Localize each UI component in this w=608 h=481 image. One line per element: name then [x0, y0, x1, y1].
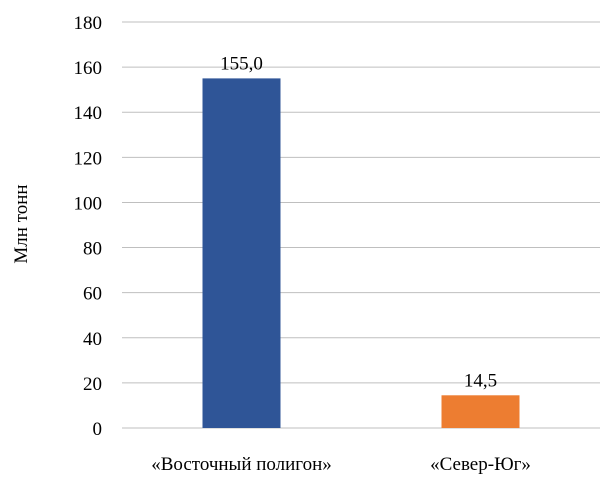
gridlines: [122, 21, 600, 429]
x-axis-categories: «Восточный полигон» «Север-Юг»: [151, 454, 531, 475]
data-label: 155,0: [220, 53, 263, 74]
y-tick-label: 60: [83, 284, 102, 305]
y-tick-label: 80: [83, 239, 102, 260]
y-tick-label: 100: [74, 193, 103, 214]
y-axis-title: Млн тонн: [11, 184, 32, 263]
data-label: 14,5: [464, 370, 497, 391]
y-axis-ticks: 0 20 40 60 80 100 120 140 160 180: [74, 13, 103, 440]
y-tick-label: 180: [74, 13, 103, 34]
x-category-label: «Север-Юг»: [430, 454, 531, 475]
y-tick-label: 20: [83, 374, 102, 395]
y-tick-label: 40: [83, 329, 102, 350]
bar: [202, 78, 281, 428]
x-category-label: «Восточный полигон»: [151, 454, 332, 475]
y-tick-label: 160: [74, 58, 103, 79]
data-labels: 155,0 14,5: [220, 53, 497, 391]
bars: [202, 78, 520, 428]
y-tick-label: 120: [74, 148, 103, 169]
y-tick-label: 140: [74, 103, 103, 124]
y-tick-label: 0: [93, 419, 103, 440]
bar: [441, 395, 520, 428]
